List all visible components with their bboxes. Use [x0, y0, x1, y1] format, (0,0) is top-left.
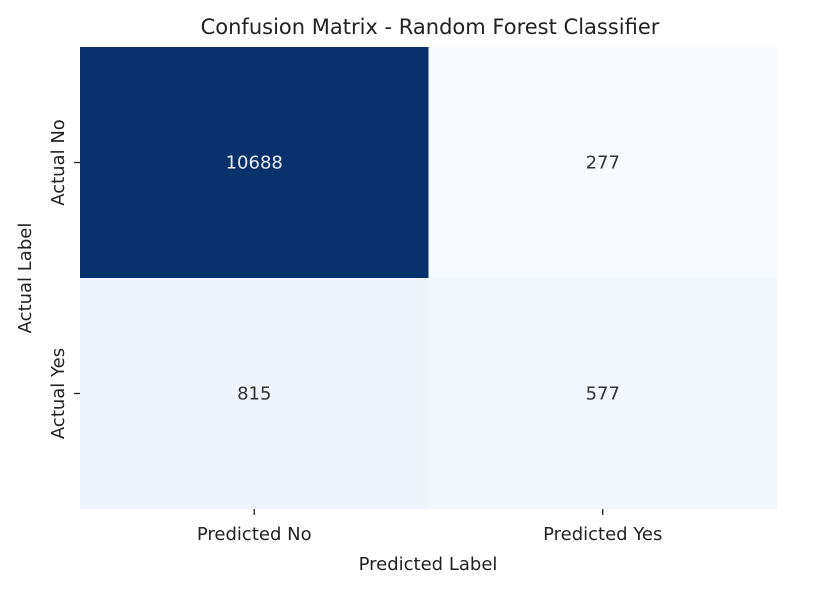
cell-value-label-1-1: 577	[586, 384, 620, 405]
heatmap-cell-1-0	[80, 278, 429, 509]
y-tick-label-0: Actual No	[48, 119, 69, 206]
heatmap-cells	[80, 47, 777, 509]
y-tick-label-1: Actual Yes	[48, 348, 69, 439]
cell-value-label-0-0: 10688	[226, 153, 283, 174]
heatmap-cell-labels: 10688 277 815 577	[226, 153, 620, 405]
heatmap-cell-0-0	[80, 47, 429, 278]
cell-value-label-1-0: 815	[237, 384, 271, 405]
cell-value-label-0-1: 277	[586, 153, 620, 174]
heatmap-cell-1-1	[428, 278, 777, 509]
y-axis-label: Actual Label	[15, 223, 36, 334]
y-axis-ticks: Actual No Actual Yes	[48, 119, 80, 439]
chart-title: Confusion Matrix - Random Forest Classif…	[201, 15, 660, 39]
x-tick-label-1: Predicted Yes	[543, 524, 662, 545]
x-tick-label-0: Predicted No	[197, 524, 312, 545]
x-axis-ticks: Predicted No Predicted Yes	[197, 509, 662, 545]
x-axis-label: Predicted Label	[359, 554, 498, 575]
heatmap-cell-0-1	[428, 47, 777, 278]
